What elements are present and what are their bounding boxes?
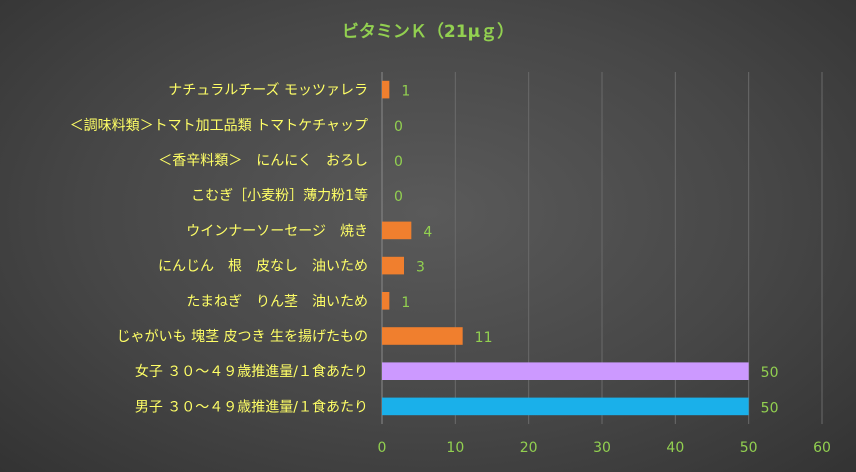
bar-9 xyxy=(382,397,749,416)
data-label-2: 0 xyxy=(394,154,403,170)
category-labels: ナチュラルチーズ モッツァレラ ＜調味料類＞トマト加工品類 トマトケチャップ ＜香辛… xyxy=(70,83,368,416)
data-label-3: 0 xyxy=(394,189,403,205)
x-tick-label-1: 10 xyxy=(446,440,464,456)
data-label-1: 0 xyxy=(394,119,403,135)
x-tick-label-2: 20 xyxy=(520,440,538,456)
x-tick-label-3: 30 xyxy=(593,440,611,456)
bar-8 xyxy=(382,362,749,380)
data-label-8: 50 xyxy=(761,365,779,381)
category-label-9: 男子 ３０～４９歳推進量/１食あたり xyxy=(135,398,368,415)
data-label-5: 3 xyxy=(416,260,425,276)
data-label-6: 1 xyxy=(401,295,410,311)
data-label-9: 50 xyxy=(761,400,779,416)
category-label-2: ＜香辛料類＞ にんにく おろし xyxy=(158,153,368,169)
data-label-4: 4 xyxy=(423,224,432,240)
category-label-5: にんじん 根 皮なし 油いため xyxy=(158,259,368,275)
bar-0 xyxy=(382,80,390,99)
x-tick-label-0: 0 xyxy=(378,440,387,456)
bar-4 xyxy=(382,221,412,240)
bar-7 xyxy=(382,327,463,345)
category-label-8: 女子 ３０～４９歳推進量/１食あたり xyxy=(135,363,368,380)
category-label-0: ナチュラルチーズ モッツァレラ xyxy=(168,83,368,99)
x-tick-label-5: 50 xyxy=(740,440,758,456)
category-label-6: たまねぎ りん茎 油いため xyxy=(186,294,368,310)
data-label-0: 1 xyxy=(401,84,410,100)
x-axis-ticks: 0 10 20 30 40 50 60 xyxy=(378,440,831,456)
category-label-7: じゃがいも 塊茎 皮つき 生を揚げたもの xyxy=(117,328,368,345)
chart-title: ビタミンＫ（21μｇ） xyxy=(342,21,514,42)
bar-5 xyxy=(382,256,404,275)
category-label-3: こむぎ［小麦粉］薄力粉1等 xyxy=(191,187,368,204)
x-tick-label-6: 60 xyxy=(813,440,831,456)
gridlines xyxy=(381,72,823,424)
category-label-4: ウインナーソーセージ 焼き xyxy=(186,223,368,239)
data-label-7: 11 xyxy=(475,330,493,346)
bars xyxy=(382,80,749,416)
bar-6 xyxy=(382,292,390,310)
x-tick-label-4: 40 xyxy=(666,440,684,456)
category-label-1: ＜調味料類＞トマト加工品類 トマトケチャップ xyxy=(70,118,368,134)
